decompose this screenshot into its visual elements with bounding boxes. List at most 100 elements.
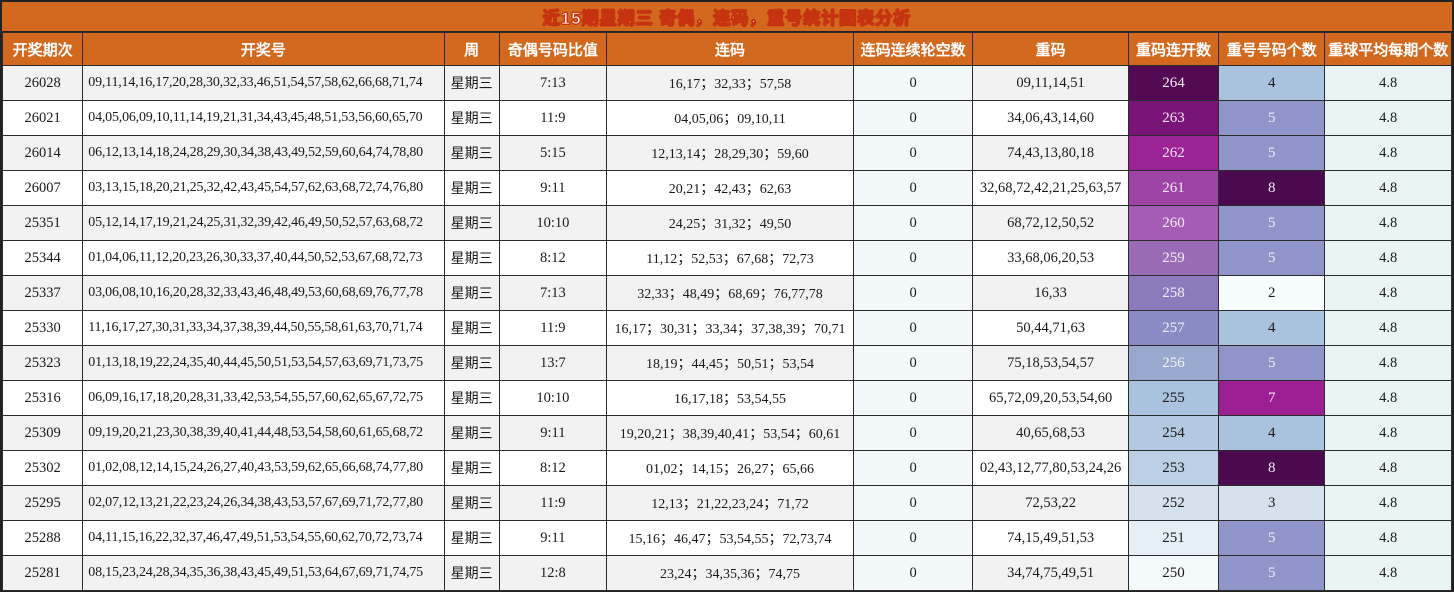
cell-skip: 0 xyxy=(852,310,974,346)
cell-count: 2 xyxy=(1218,275,1326,311)
column-header-repeat: 重码 xyxy=(972,32,1129,66)
cell-numbers: 02,07,12,13,21,22,23,24,26,34,38,43,53,5… xyxy=(82,485,445,521)
cell-repeat: 72,53,22 xyxy=(972,485,1129,521)
cell-skip: 0 xyxy=(852,240,974,276)
table-row: 26014 06,12,13,14,18,24,28,29,30,34,38,43… xyxy=(1,135,1452,171)
cell-count: 5 xyxy=(1218,135,1326,171)
stats-table: 开奖期次 开奖号周奇偶号码比值 连码 连码连续轮空数 重码 重码连开数 重号号码个数 重球平均… xyxy=(1,32,1452,591)
cell-consecutive: 18,19；44,45；50,51；53,54 xyxy=(606,345,854,381)
cell-repeat: 65,72,09,20,53,54,60 xyxy=(972,380,1129,416)
cell-week: 星期三 xyxy=(443,345,500,381)
cell-week: 星期三 xyxy=(443,205,500,241)
cell-consecutive: 12,13；21,22,23,24；71,72 xyxy=(606,485,854,521)
cell-period: 26021 xyxy=(1,100,84,136)
cell-consecutive: 20,21；42,43；62,63 xyxy=(606,170,854,206)
cell-week: 星期三 xyxy=(443,415,500,451)
column-header-avg-per-period: 重球平均每期个数 xyxy=(1324,32,1452,66)
cell-skip: 0 xyxy=(852,485,974,521)
cell-numbers: 01,02,08,12,14,15,24,26,27,40,43,53,59,6… xyxy=(82,450,445,486)
page-title: 近15期星期三 奇偶，连码，重号统计图表分析 xyxy=(542,9,912,29)
cell-consecutive: 24,25；31,32；49,50 xyxy=(606,205,854,241)
cell-count: 8 xyxy=(1218,170,1326,206)
column-header-numbers: 开奖号 xyxy=(82,32,445,66)
cell-week: 星期三 xyxy=(443,520,500,556)
cell-count: 5 xyxy=(1218,240,1326,276)
cell-skip: 0 xyxy=(852,65,974,101)
table-row: 26028 09,11,14,16,17,20,28,30,32,33,46,51… xyxy=(1,65,1452,101)
cell-numbers: 06,12,13,14,18,24,28,29,30,34,38,43,49,5… xyxy=(82,135,445,171)
cell-avg: 4.8 xyxy=(1324,240,1452,276)
column-header-repeat-streak: 重码连开数 xyxy=(1127,32,1220,66)
table-row: 25281 08,15,23,24,28,34,35,36,38,43,45,49… xyxy=(1,555,1452,591)
cell-count: 5 xyxy=(1218,100,1326,136)
table-row: 25288 04,11,15,16,22,32,37,46,47,49,51,53… xyxy=(1,520,1452,556)
cell-repeat: 40,65,68,53 xyxy=(972,415,1129,451)
cell-count: 4 xyxy=(1218,310,1326,346)
cell-repeat: 75,18,53,54,57 xyxy=(972,345,1129,381)
cell-oddeven: 10:10 xyxy=(498,205,608,241)
cell-oddeven: 5:15 xyxy=(498,135,608,171)
column-header-week: 周 xyxy=(443,32,500,66)
cell-week: 星期三 xyxy=(443,170,500,206)
cell-oddeven: 13:7 xyxy=(498,345,608,381)
cell-week: 星期三 xyxy=(443,450,500,486)
table-row: 25309 09,19,20,21,23,30,38,39,40,41,44,48… xyxy=(1,415,1452,451)
header-row: 开奖期次 开奖号周奇偶号码比值 连码 连码连续轮空数 重码 重码连开数 重号号码个数 重球平均… xyxy=(1,32,1452,66)
cell-avg: 4.8 xyxy=(1324,310,1452,346)
cell-consecutive: 15,16；46,47；53,54,55；72,73,74 xyxy=(606,520,854,556)
cell-skip: 0 xyxy=(852,450,974,486)
cell-skip: 0 xyxy=(852,415,974,451)
cell-avg: 4.8 xyxy=(1324,450,1452,486)
table-row: 26021 04,05,06,09,10,11,14,19,21,31,34,43… xyxy=(1,100,1452,136)
cell-skip: 0 xyxy=(852,170,974,206)
column-header-consecutive: 连码 xyxy=(606,32,854,66)
column-header-consecutive-skip: 连码连续轮空数 xyxy=(852,32,974,66)
cell-count: 5 xyxy=(1218,520,1326,556)
cell-streak: 252 xyxy=(1127,485,1220,521)
cell-oddeven: 11:9 xyxy=(498,100,608,136)
cell-streak: 258 xyxy=(1127,275,1220,311)
title-bar: 近15期星期三 奇偶，连码，重号统计图表分析 xyxy=(2,2,1452,32)
cell-count: 4 xyxy=(1218,65,1326,101)
cell-numbers: 09,11,14,16,17,20,28,30,32,33,46,51,54,5… xyxy=(82,65,445,101)
cell-numbers: 09,19,20,21,23,30,38,39,40,41,44,48,53,5… xyxy=(82,415,445,451)
cell-oddeven: 8:12 xyxy=(498,240,608,276)
cell-count: 5 xyxy=(1218,205,1326,241)
table-row: 25295 02,07,12,13,21,22,23,24,26,34,38,43… xyxy=(1,485,1452,521)
cell-numbers: 11,16,17,27,30,31,33,34,37,38,39,44,50,5… xyxy=(82,310,445,346)
cell-numbers: 08,15,23,24,28,34,35,36,38,43,45,49,51,5… xyxy=(82,555,445,591)
cell-numbers: 01,04,06,11,12,20,23,26,30,33,37,40,44,5… xyxy=(82,240,445,276)
cell-period: 25323 xyxy=(1,345,84,381)
column-header-odd-even-ratio: 奇偶号码比值 xyxy=(498,32,608,66)
cell-repeat: 33,68,06,20,53 xyxy=(972,240,1129,276)
cell-repeat: 16,33 xyxy=(972,275,1129,311)
cell-consecutive: 04,05,06；09,10,11 xyxy=(606,100,854,136)
cell-streak: 253 xyxy=(1127,450,1220,486)
cell-consecutive: 16,17,18；53,54,55 xyxy=(606,380,854,416)
cell-week: 星期三 xyxy=(443,275,500,311)
table-row: 26007 03,13,15,18,20,21,25,32,42,43,45,54… xyxy=(1,170,1452,206)
cell-streak: 264 xyxy=(1127,65,1220,101)
cell-period: 25295 xyxy=(1,485,84,521)
cell-count: 7 xyxy=(1218,380,1326,416)
cell-period: 25330 xyxy=(1,310,84,346)
cell-oddeven: 9:11 xyxy=(498,520,608,556)
cell-week: 星期三 xyxy=(443,310,500,346)
cell-repeat: 68,72,12,50,52 xyxy=(972,205,1129,241)
cell-oddeven: 9:11 xyxy=(498,415,608,451)
cell-week: 星期三 xyxy=(443,100,500,136)
cell-streak: 251 xyxy=(1127,520,1220,556)
cell-oddeven: 7:13 xyxy=(498,65,608,101)
cell-repeat: 34,74,75,49,51 xyxy=(972,555,1129,591)
cell-skip: 0 xyxy=(852,100,974,136)
cell-streak: 262 xyxy=(1127,135,1220,171)
cell-numbers: 05,12,14,17,19,21,24,25,31,32,39,42,46,4… xyxy=(82,205,445,241)
cell-avg: 4.8 xyxy=(1324,555,1452,591)
cell-oddeven: 9:11 xyxy=(498,170,608,206)
cell-repeat: 09,11,14,51 xyxy=(972,65,1129,101)
cell-streak: 257 xyxy=(1127,310,1220,346)
cell-streak: 250 xyxy=(1127,555,1220,591)
cell-oddeven: 7:13 xyxy=(498,275,608,311)
cell-repeat: 50,44,71,63 xyxy=(972,310,1129,346)
cell-streak: 259 xyxy=(1127,240,1220,276)
